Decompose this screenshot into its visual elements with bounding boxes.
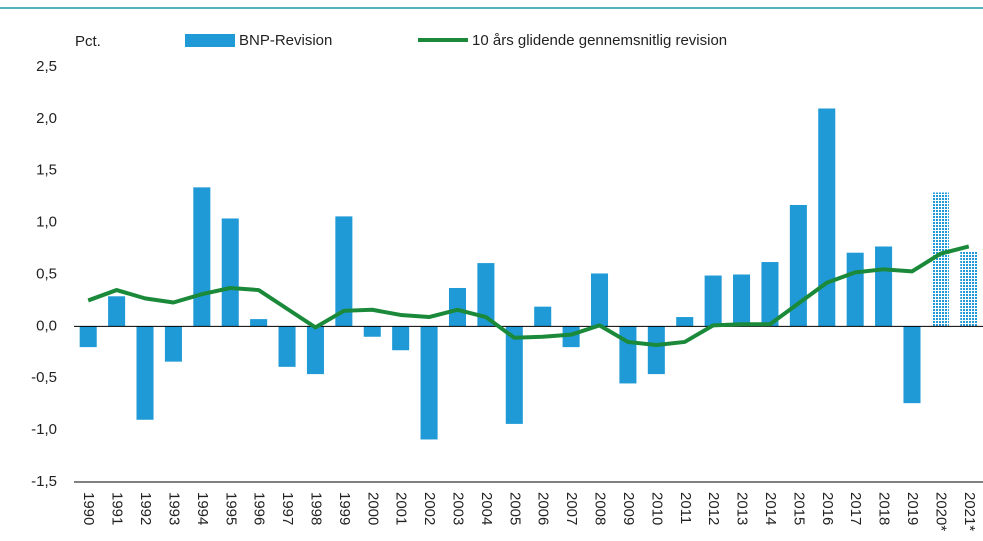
bar <box>164 326 182 362</box>
bar <box>676 317 694 327</box>
x-tick-label: 1999 <box>336 492 353 525</box>
x-tick-label: 2011 <box>677 492 694 524</box>
x-tick-label: 1996 <box>251 492 268 525</box>
bar <box>903 326 921 404</box>
x-tick-label: 1997 <box>279 492 296 525</box>
bar <box>193 187 211 327</box>
x-tick-label: 2006 <box>535 492 552 525</box>
y-tick-label: 0,0 <box>36 317 57 334</box>
legend-label: BNP-Revision <box>239 32 332 49</box>
bar <box>789 204 807 327</box>
bar <box>108 296 126 327</box>
x-tick-label: 1991 <box>109 492 126 525</box>
bar <box>704 275 722 327</box>
bar <box>505 326 523 424</box>
y-tick-label: 1,5 <box>36 162 57 179</box>
bar <box>477 263 495 327</box>
bar <box>392 326 410 351</box>
x-tick-label: 2013 <box>734 492 751 525</box>
x-tick-label: 2019 <box>904 492 921 525</box>
bar <box>761 262 779 327</box>
bar <box>448 287 467 327</box>
bar <box>278 326 296 367</box>
bar <box>136 326 154 420</box>
y-tick-label: -1,5 <box>31 473 57 490</box>
y-tick-label: 0,5 <box>36 265 57 282</box>
x-tick-label: 2015 <box>790 492 807 525</box>
bar <box>420 326 438 440</box>
x-tick-label: 2008 <box>592 492 609 525</box>
bar <box>846 252 864 327</box>
x-tick-label: 1994 <box>194 492 211 525</box>
y-tick-label: -1,0 <box>31 421 57 438</box>
x-tick-label: 2010 <box>648 492 665 525</box>
x-tick-label: 2007 <box>563 492 580 525</box>
bar <box>79 326 97 348</box>
bar <box>363 326 381 337</box>
x-tick-label: 2000 <box>364 492 381 525</box>
x-tick-label: 2021* <box>961 492 978 531</box>
bar <box>818 108 836 327</box>
x-tick-label: 2014 <box>762 492 779 525</box>
x-tick-label: 2001 <box>393 492 410 525</box>
y-tick-label: 2,5 <box>36 58 57 75</box>
bar <box>590 273 609 327</box>
bar <box>221 218 239 327</box>
bar <box>875 246 893 327</box>
bar <box>335 216 353 327</box>
x-tick-label: 2020* <box>932 492 949 531</box>
x-tick-label: 2003 <box>450 492 467 525</box>
x-tick-label: 1990 <box>80 492 97 525</box>
legend-label: 10 års glidende gennemsnitlig revision <box>472 32 727 49</box>
y-axis-label: Pct. <box>75 33 101 50</box>
x-tick-label: 1992 <box>137 492 154 525</box>
x-tick-label: 2009 <box>620 492 637 525</box>
line <box>87 244 970 348</box>
bar <box>250 319 268 327</box>
y-tick-label: 2,0 <box>36 110 57 127</box>
bar <box>306 326 324 375</box>
x-tick-label: 2017 <box>847 492 864 525</box>
y-tick-label: 1,0 <box>36 214 57 231</box>
legend-swatch <box>185 34 235 47</box>
y-tick-label: -0,5 <box>31 369 57 386</box>
x-tick-label: 2018 <box>876 492 893 525</box>
x-tick-label: 1993 <box>165 492 182 525</box>
x-tick-label: 2004 <box>478 492 495 525</box>
bar <box>619 326 637 384</box>
bar <box>733 274 751 327</box>
bar <box>647 326 665 375</box>
x-tick-label: 1995 <box>222 492 239 525</box>
x-tick-label: 2005 <box>506 492 523 525</box>
x-tick-label: 2016 <box>819 492 836 525</box>
x-tick-label: 2012 <box>705 492 722 525</box>
bar <box>534 306 552 327</box>
x-tick-label: 2002 <box>421 492 438 525</box>
bar <box>931 192 949 327</box>
x-tick-label: 1998 <box>307 492 324 525</box>
bar <box>960 251 978 327</box>
